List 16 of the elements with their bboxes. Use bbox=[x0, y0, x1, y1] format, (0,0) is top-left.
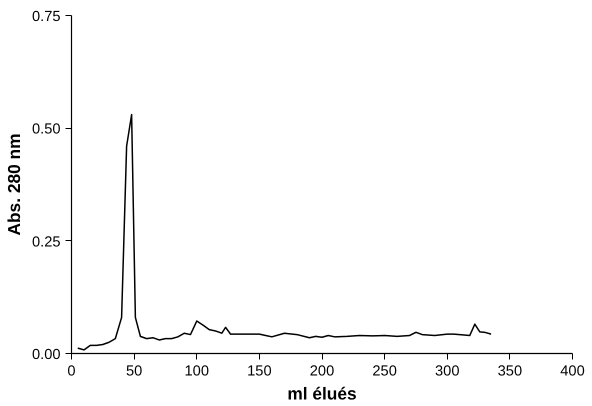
x-tick-label: 150 bbox=[247, 364, 272, 380]
x-tick-label: 50 bbox=[126, 364, 142, 380]
x-tick-label: 100 bbox=[184, 364, 209, 380]
x-tick-label: 300 bbox=[435, 364, 460, 380]
x-tick-label: 0 bbox=[67, 364, 76, 380]
y-tick-label: 0.50 bbox=[32, 122, 61, 138]
y-axis-title: Abs. 280 nm bbox=[4, 133, 24, 236]
y-tick-label: 0.75 bbox=[32, 9, 61, 25]
line-series bbox=[77, 114, 492, 351]
x-tick-label: 250 bbox=[372, 364, 397, 380]
y-tick-label: 0.00 bbox=[32, 347, 61, 363]
x-tick-label: 200 bbox=[310, 364, 334, 380]
x-axis-title: ml élués bbox=[287, 384, 357, 404]
y-tick-label: 0.25 bbox=[32, 234, 61, 250]
x-tick-label: 350 bbox=[498, 364, 522, 380]
x-tick-label: 400 bbox=[560, 364, 585, 380]
